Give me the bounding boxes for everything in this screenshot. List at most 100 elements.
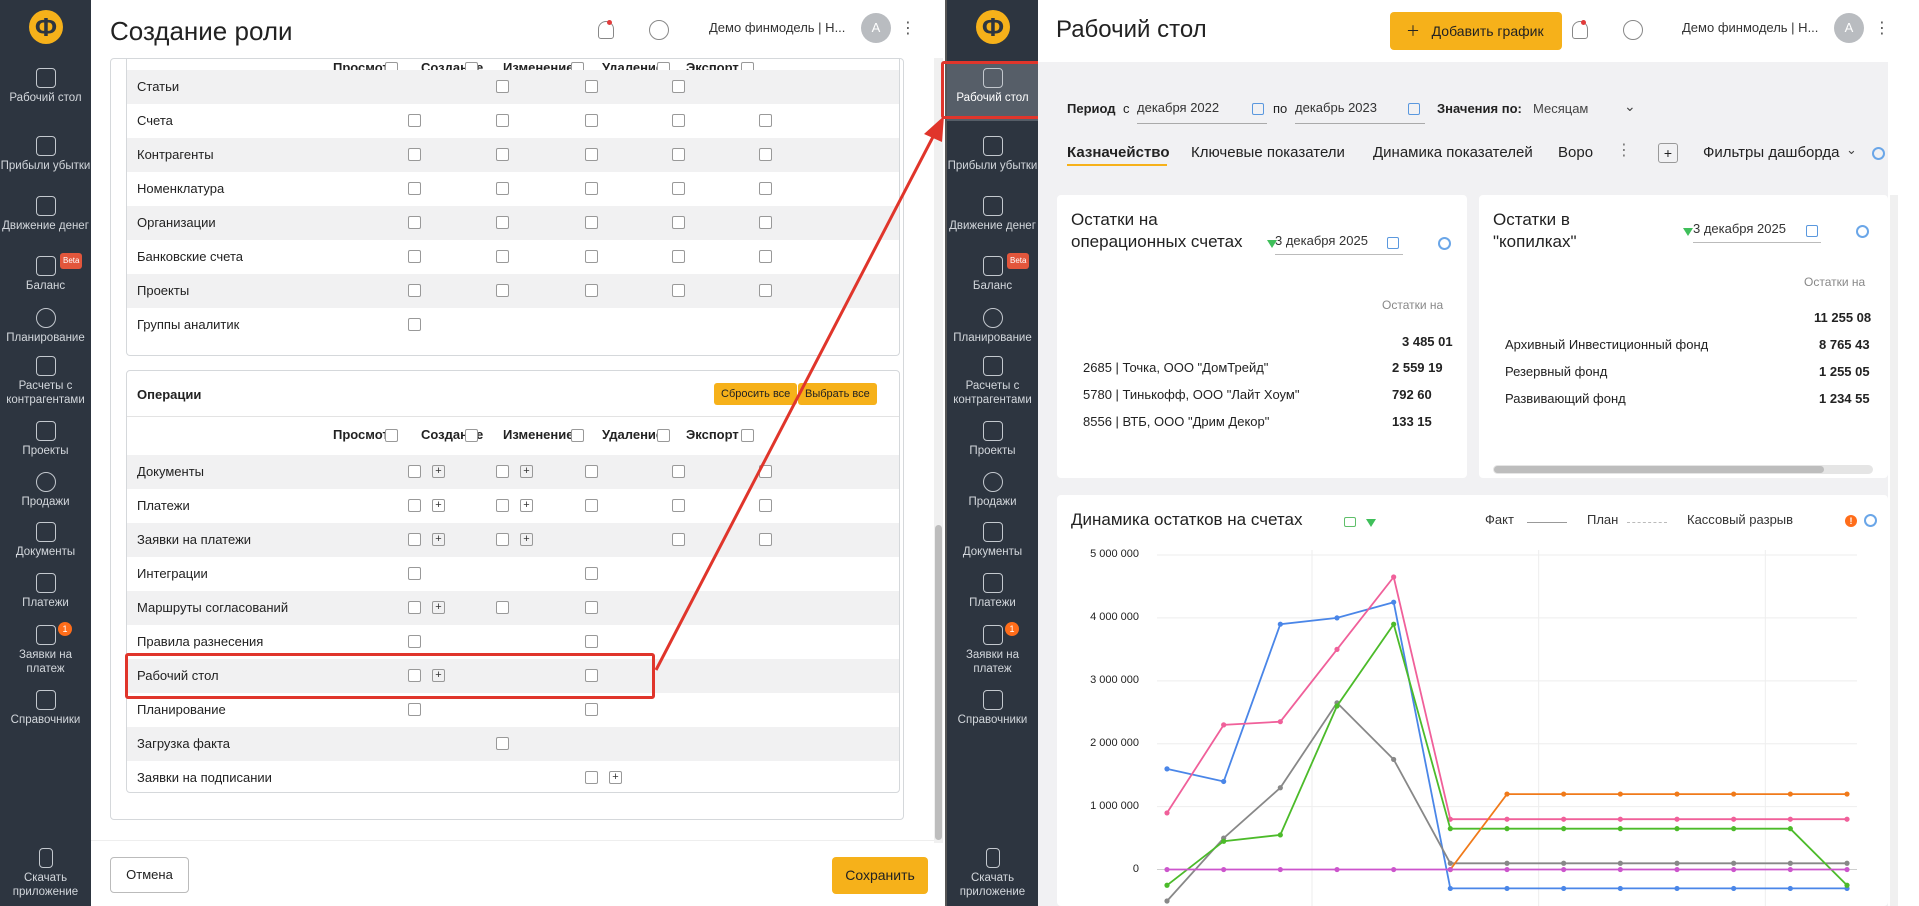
- plus-icon[interactable]: +: [520, 465, 533, 478]
- permission-checkbox[interactable]: [408, 284, 421, 297]
- data-point[interactable]: [1731, 866, 1737, 873]
- calendar-icon[interactable]: [1806, 225, 1818, 237]
- data-point[interactable]: [1844, 791, 1850, 797]
- data-point[interactable]: [1277, 621, 1283, 627]
- widget-date-field[interactable]: 3 декабря 2025: [1693, 221, 1821, 243]
- chevron-down-icon[interactable]: ⌄: [1846, 142, 1857, 157]
- sidebar-item-5[interactable]: Расчеты с контрагентами: [947, 356, 1038, 407]
- permission-checkbox[interactable]: [408, 567, 421, 580]
- permission-checkbox[interactable]: [585, 148, 598, 161]
- scrollbar[interactable]: [934, 58, 943, 843]
- plus-icon[interactable]: +: [432, 533, 445, 546]
- more-menu-icon[interactable]: ⋮: [1874, 20, 1890, 37]
- sidebar-item-1[interactable]: Прибыли убытки: [0, 136, 91, 173]
- data-point[interactable]: [1447, 866, 1453, 873]
- data-point[interactable]: [1617, 816, 1623, 822]
- permission-checkbox[interactable]: [585, 284, 598, 297]
- permission-checkbox[interactable]: [585, 114, 598, 127]
- permission-checkbox[interactable]: [408, 182, 421, 195]
- select-column-checkbox[interactable]: [571, 429, 584, 442]
- scrollbar[interactable]: [1890, 195, 1898, 906]
- permission-checkbox[interactable]: [585, 465, 598, 478]
- data-point[interactable]: [1561, 885, 1567, 892]
- dashboard-filters-button[interactable]: Фильтры дашборда: [1703, 144, 1840, 161]
- data-point[interactable]: [1277, 866, 1283, 873]
- filter-icon[interactable]: [1267, 240, 1277, 248]
- permission-checkbox[interactable]: [759, 465, 772, 478]
- permission-checkbox[interactable]: [496, 284, 509, 297]
- calendar-icon[interactable]: [1387, 237, 1399, 249]
- data-point[interactable]: [1731, 860, 1737, 866]
- data-point[interactable]: [1447, 860, 1453, 866]
- sidebar-item-0[interactable]: Рабочий стол: [947, 63, 1038, 121]
- sidebar-item-6[interactable]: Проекты: [947, 421, 1038, 458]
- data-point[interactable]: [1731, 816, 1737, 822]
- gear-icon[interactable]: [1438, 237, 1451, 250]
- plus-icon[interactable]: +: [432, 669, 445, 682]
- permission-checkbox[interactable]: [496, 182, 509, 195]
- data-point[interactable]: [1561, 791, 1567, 797]
- sidebar-item-4[interactable]: Планирование: [947, 308, 1038, 345]
- bell-icon[interactable]: [1572, 21, 1588, 39]
- data-point[interactable]: [1561, 866, 1567, 873]
- add-tab-icon[interactable]: +: [1658, 143, 1678, 163]
- download-app[interactable]: Скачать приложение: [0, 848, 91, 899]
- logo[interactable]: Ф: [29, 10, 63, 44]
- plus-icon[interactable]: +: [520, 533, 533, 546]
- add-user-icon[interactable]: [649, 20, 669, 40]
- gear-icon[interactable]: [1872, 147, 1885, 160]
- data-point[interactable]: [1504, 866, 1510, 873]
- permission-checkbox[interactable]: [408, 465, 421, 478]
- select-column-checkbox[interactable]: [741, 429, 754, 442]
- sidebar-item-5[interactable]: Расчеты с контрагентами: [0, 356, 91, 407]
- logo[interactable]: Ф: [976, 10, 1010, 44]
- data-point[interactable]: [1164, 866, 1170, 873]
- permission-checkbox[interactable]: [408, 635, 421, 648]
- permission-checkbox[interactable]: [585, 703, 598, 716]
- permission-checkbox[interactable]: [496, 250, 509, 263]
- data-point[interactable]: [1391, 574, 1397, 580]
- plus-icon[interactable]: +: [432, 499, 445, 512]
- permission-checkbox[interactable]: [759, 250, 772, 263]
- data-point[interactable]: [1277, 832, 1283, 838]
- data-point[interactable]: [1787, 791, 1793, 797]
- permission-checkbox[interactable]: [672, 499, 685, 512]
- sidebar-item-9[interactable]: Платежи: [947, 573, 1038, 610]
- permission-checkbox[interactable]: [408, 533, 421, 546]
- data-point[interactable]: [1674, 826, 1680, 832]
- sidebar-item-0[interactable]: Рабочий стол: [0, 68, 91, 105]
- data-point[interactable]: [1787, 860, 1793, 866]
- data-point[interactable]: [1391, 599, 1397, 605]
- add-user-icon[interactable]: [1623, 20, 1643, 40]
- permission-checkbox[interactable]: [672, 250, 685, 263]
- more-menu-icon[interactable]: ⋮: [900, 20, 916, 37]
- permission-checkbox[interactable]: [672, 80, 685, 93]
- data-point[interactable]: [1334, 646, 1340, 652]
- permission-checkbox[interactable]: [496, 737, 509, 750]
- permission-checkbox[interactable]: [585, 80, 598, 93]
- sidebar-item-1[interactable]: Прибыли убытки: [947, 136, 1038, 173]
- sidebar-item-11[interactable]: Справочники: [0, 690, 91, 727]
- permission-checkbox[interactable]: [408, 216, 421, 229]
- data-point[interactable]: [1844, 860, 1850, 866]
- data-point[interactable]: [1674, 816, 1680, 822]
- data-point[interactable]: [1561, 860, 1567, 866]
- sidebar-item-8[interactable]: Документы: [0, 522, 91, 559]
- data-point[interactable]: [1334, 866, 1340, 873]
- permission-checkbox[interactable]: [585, 250, 598, 263]
- permission-checkbox[interactable]: [672, 148, 685, 161]
- bell-icon[interactable]: [598, 21, 614, 39]
- data-point[interactable]: [1617, 885, 1623, 892]
- permission-checkbox[interactable]: [408, 703, 421, 716]
- data-point[interactable]: [1674, 791, 1680, 797]
- permission-checkbox[interactable]: [759, 114, 772, 127]
- permission-checkbox[interactable]: [408, 148, 421, 161]
- permission-checkbox[interactable]: [585, 669, 598, 682]
- data-point[interactable]: [1731, 826, 1737, 832]
- data-point[interactable]: [1504, 826, 1510, 832]
- data-point[interactable]: [1787, 816, 1793, 822]
- permission-checkbox[interactable]: [496, 216, 509, 229]
- permission-checkbox[interactable]: [759, 284, 772, 297]
- calendar-icon[interactable]: [1408, 103, 1420, 115]
- permission-checkbox[interactable]: [585, 216, 598, 229]
